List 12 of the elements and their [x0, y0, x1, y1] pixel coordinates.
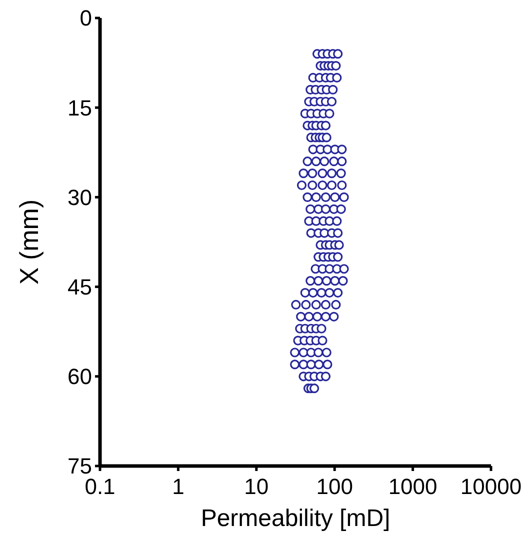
x-tick-label: 100 [316, 474, 353, 499]
y-tick-label: 45 [68, 274, 92, 300]
y-tick-label: 0 [80, 6, 92, 31]
x-tick-label: 1 [172, 474, 184, 499]
y-axis-title: X (mm) [14, 199, 44, 285]
x-axis-title: Permeability [mD] [200, 505, 390, 532]
x-tick-label: 1000 [388, 474, 438, 499]
x-tick-label: 10000 [460, 474, 522, 499]
y-tick-label: 15 [68, 95, 92, 120]
x-tick-label: 10 [244, 474, 269, 499]
y-tick-label: 30 [68, 184, 92, 210]
y-tick-label: 60 [68, 364, 92, 390]
